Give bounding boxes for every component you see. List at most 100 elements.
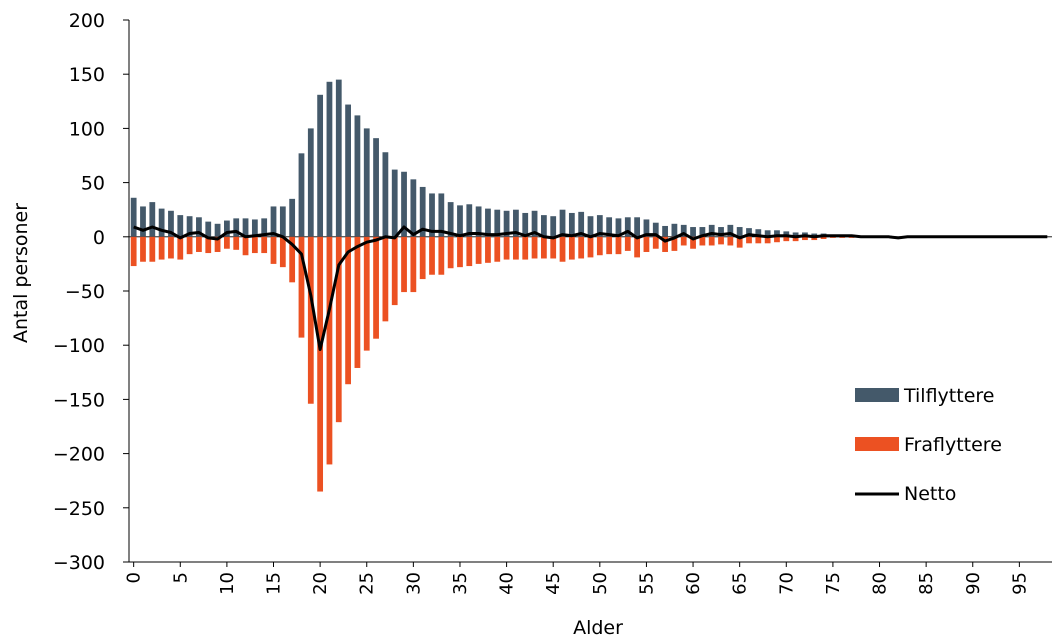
fraflyttere-bar xyxy=(690,236,696,249)
tilflyttere-bar xyxy=(615,218,622,237)
fraflyttere-bar xyxy=(699,236,706,246)
fraflyttere-bar xyxy=(401,236,407,293)
fraflyttere-bar xyxy=(419,236,426,280)
tilflyttere-bar xyxy=(811,233,818,237)
tilflyttere-bar xyxy=(457,205,463,237)
x-tick-label: 40 xyxy=(497,572,518,595)
fraflyttere-bars xyxy=(130,236,911,492)
fraflyttere-bar xyxy=(578,236,585,259)
fraflyttere-bar xyxy=(279,236,286,268)
tilflyttere-bar xyxy=(251,219,258,237)
fraflyttere-bar xyxy=(587,236,594,258)
tilflyttere-bar xyxy=(214,223,221,237)
fraflyttere-bar xyxy=(158,236,165,260)
fraflyttere-bar xyxy=(345,236,351,385)
x-tick-label: 35 xyxy=(450,572,471,595)
tilflyttere-bar xyxy=(429,193,435,237)
x-tick-label: 70 xyxy=(776,572,797,595)
tilflyttere-bar xyxy=(624,217,631,237)
fraflyttere-bar xyxy=(736,236,743,248)
tilflyttere-bar xyxy=(149,202,156,237)
fraflyttere-bar xyxy=(289,236,296,283)
x-tick-label: 75 xyxy=(823,572,844,595)
x-tick-label: 30 xyxy=(403,572,424,595)
fraflyttere-bar xyxy=(624,236,631,251)
fraflyttere-bar xyxy=(317,236,324,492)
fraflyttere-bar xyxy=(233,236,240,250)
fraflyttere-bar xyxy=(830,236,836,238)
tilflyttere-bar xyxy=(727,224,734,237)
fraflyttere-bar xyxy=(755,236,762,244)
tilflyttere-bar xyxy=(186,216,193,237)
tilflyttere-bar xyxy=(317,94,324,237)
fraflyttere-bar xyxy=(746,236,752,244)
tilflyttere-bar xyxy=(755,229,762,237)
x-tick-label: 80 xyxy=(870,572,891,595)
legend-label-tilflyttere: Tilflyttere xyxy=(903,385,994,407)
fraflyttere-bar xyxy=(485,236,491,263)
x-tick-label: 20 xyxy=(310,572,331,595)
y-tick-label: −300 xyxy=(53,552,105,574)
y-tick-label: 100 xyxy=(69,118,105,140)
tilflyttere-bar xyxy=(559,209,566,237)
tilflyttere-bar xyxy=(764,230,771,237)
x-tick-label: 55 xyxy=(636,572,657,595)
fraflyttere-bar xyxy=(149,236,156,262)
tilflyttere-bar xyxy=(494,209,501,237)
plot-area xyxy=(128,20,1052,563)
tilflyttere-bar xyxy=(587,216,594,237)
tilflyttere-bar xyxy=(270,206,277,237)
netto-line-group xyxy=(133,225,1048,351)
fraflyttere-bar xyxy=(615,236,622,255)
x-tick-label: 85 xyxy=(916,572,937,595)
y-tick-label: 200 xyxy=(69,10,105,32)
tilflyttere-bar xyxy=(168,210,174,237)
fraflyttere-bar xyxy=(410,236,417,293)
fraflyttere-bar xyxy=(522,236,529,260)
tilflyttere-bar xyxy=(485,208,491,237)
fraflyttere-bar xyxy=(531,236,538,259)
x-tick-label: 10 xyxy=(217,572,238,595)
fraflyttere-bar xyxy=(559,236,566,262)
fraflyttere-bar xyxy=(811,236,818,241)
tilflyttere-bar xyxy=(438,193,445,237)
x-axis-ticks: 0 5 10 15 20 25 30 35 40 45 50 55 60 65 70 75 80 85 90 95 xyxy=(124,562,1030,595)
tilflyttere-bar xyxy=(382,152,389,237)
tilflyttere-bar xyxy=(680,224,687,237)
tilflyttere-bar xyxy=(298,153,305,237)
tilflyttere-bar xyxy=(242,218,249,237)
tilflyttere-bar xyxy=(652,222,659,237)
legend-label-fraflyttere: Fraflyttere xyxy=(904,434,1002,456)
tilflyttere-bar xyxy=(307,128,314,237)
tilflyttere-bar xyxy=(475,206,482,237)
fraflyttere-bar xyxy=(783,236,790,242)
y-tick-label: −250 xyxy=(53,498,105,520)
tilflyttere-bar xyxy=(522,212,529,237)
fraflyttere-bar xyxy=(447,236,454,269)
fraflyttere-bar xyxy=(540,236,547,259)
tilflyttere-bar xyxy=(224,220,230,237)
tilflyttere-bar xyxy=(671,223,678,237)
y-tick-label: 0 xyxy=(93,227,105,249)
fraflyttere-bar xyxy=(251,236,258,254)
x-tick-label: 0 xyxy=(124,572,145,583)
tilflyttere-bar xyxy=(466,204,473,237)
tilflyttere-bar xyxy=(279,206,286,237)
fraflyttere-bar xyxy=(196,236,202,252)
fraflyttere-bar xyxy=(513,236,519,260)
fraflyttere-bar xyxy=(242,236,249,256)
tilflyttere-bar xyxy=(578,211,585,237)
tilflyttere-bar xyxy=(503,210,510,237)
y-tick-label: −200 xyxy=(53,444,105,466)
fraflyttere-bar xyxy=(475,236,482,264)
tilflyttere-bar xyxy=(690,227,696,237)
fraflyttere-bar xyxy=(373,236,379,339)
fraflyttere-bar xyxy=(671,236,678,251)
fraflyttere-bar xyxy=(662,236,668,252)
fraflyttere-bar xyxy=(848,236,855,238)
y-tick-label: −150 xyxy=(53,389,105,411)
tilflyttere-bar xyxy=(140,206,146,237)
fraflyttere-bar xyxy=(596,236,603,256)
fraflyttere-bar xyxy=(792,236,799,242)
